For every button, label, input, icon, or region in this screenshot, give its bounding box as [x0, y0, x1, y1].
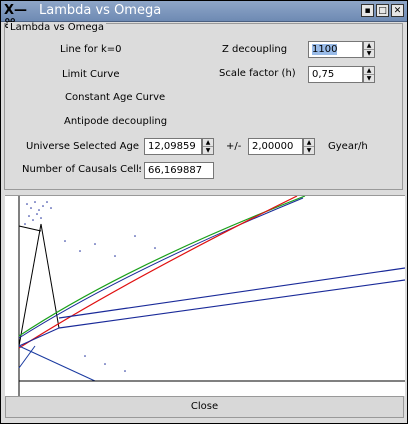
close-window-button[interactable]: ✕: [391, 4, 404, 17]
bounding-line-right: [40, 223, 60, 329]
age-tolerance-stepper[interactable]: ▲ ▼: [303, 138, 315, 155]
scale-factor-label: Scale factor (h): [219, 68, 296, 79]
line-k0-label: Line for k=0: [60, 44, 122, 55]
scale-factor-input[interactable]: 0,75: [308, 66, 363, 83]
scale-factor-stepper[interactable]: ▲ ▼: [363, 66, 375, 83]
scatter-edge: [18, 225, 42, 232]
window-menu-icon[interactable]: X—⌘: [4, 3, 28, 32]
causal-cells-label: Number of Causals Cells: [22, 164, 141, 175]
units-label: Gyear/h: [328, 141, 368, 152]
z-decoupling-value: 1100: [312, 44, 338, 55]
limit-curve: [18, 196, 298, 349]
z-decoupling-input[interactable]: 1100: [308, 41, 363, 58]
settings-panel: [4, 23, 403, 190]
plus-minus-label: +/-: [226, 141, 242, 152]
step-down-icon[interactable]: ▼: [203, 146, 213, 154]
scatter-cloud: [24, 201, 156, 372]
lower-boundary-line: [18, 345, 96, 382]
maximize-button[interactable]: □: [376, 4, 389, 17]
step-down-icon[interactable]: ▼: [304, 146, 314, 154]
z-decoupling-label: Z decoupling: [222, 44, 288, 55]
causal-cells-field: 66,169887: [144, 162, 214, 179]
step-up-icon[interactable]: ▲: [366, 67, 372, 74]
band-connector: [18, 327, 60, 347]
constant-age-label: Constant Age Curve: [65, 92, 166, 103]
title-bar[interactable]: X—⌘ Lambda vs Omega ▪ □ ✕: [1, 1, 407, 32]
z-decoupling-stepper[interactable]: ▲ ▼: [363, 41, 375, 58]
age-band-upper: [58, 267, 405, 319]
universe-age-input[interactable]: 12,09859: [144, 138, 202, 155]
step-down-icon[interactable]: ▼: [364, 74, 374, 82]
step-up-icon[interactable]: ▲: [366, 42, 372, 49]
step-down-icon[interactable]: ▼: [364, 49, 374, 57]
step-up-icon[interactable]: ▲: [306, 139, 312, 146]
age-tolerance-input[interactable]: 2,00000: [248, 138, 303, 155]
age-band-lower: [58, 279, 405, 329]
universe-age-label: Universe Selected Age: [26, 141, 140, 152]
antipode-line: [18, 345, 36, 369]
step-up-icon[interactable]: ▲: [205, 139, 211, 146]
bounding-line-left: [18, 223, 42, 347]
limit-curve-label: Limit Curve: [62, 69, 120, 80]
universe-age-stepper[interactable]: ▲ ▼: [202, 138, 214, 155]
antipode-label: Antipode decoupling: [64, 116, 168, 127]
lambda-omega-plot[interactable]: [5, 195, 405, 396]
constant-age-curve: [18, 197, 304, 339]
panel-legend: Lambda vs Omega: [8, 22, 106, 34]
minimize-button[interactable]: ▪: [361, 4, 374, 17]
close-button[interactable]: Close: [5, 396, 404, 418]
window-title: Lambda vs Omega: [39, 3, 162, 18]
